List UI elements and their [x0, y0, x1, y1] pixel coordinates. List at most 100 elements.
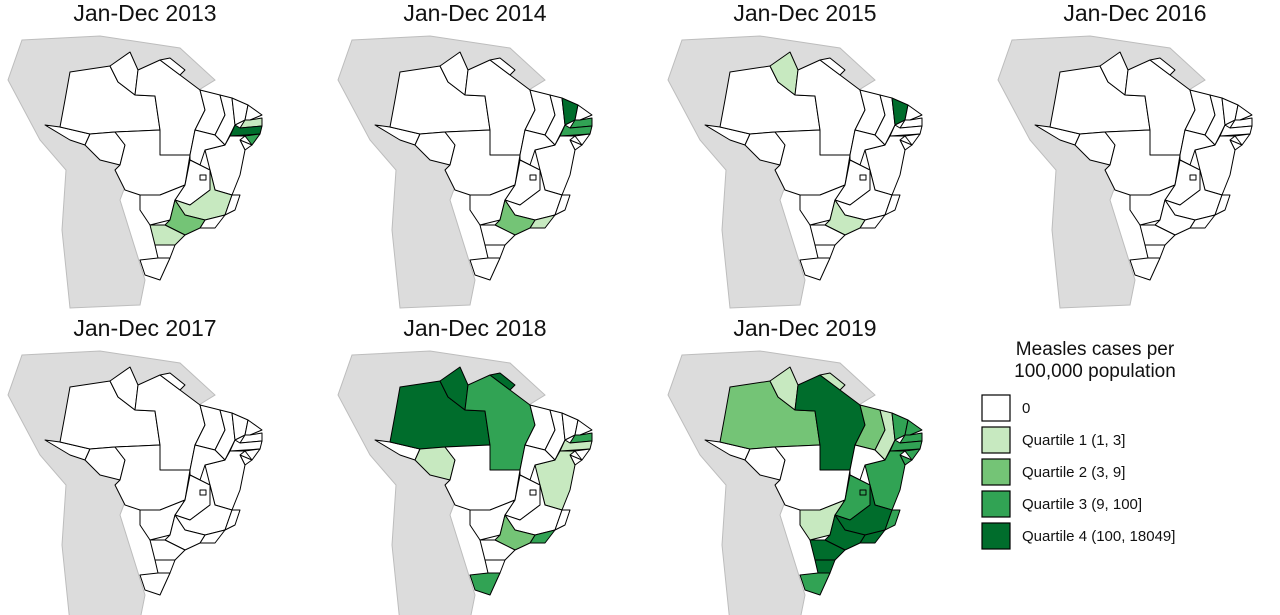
state	[799, 572, 831, 596]
map-panel: Jan-Dec 2014	[337, 0, 593, 309]
map-panel: Jan-Dec 2018	[337, 315, 593, 615]
state	[1149, 57, 1176, 76]
state	[149, 224, 186, 246]
state	[904, 133, 921, 146]
state	[809, 224, 846, 246]
state	[864, 135, 906, 196]
state	[864, 450, 906, 511]
state	[859, 174, 867, 181]
state	[519, 129, 556, 166]
legend-title: 100,000 population	[1014, 361, 1176, 382]
state	[819, 57, 846, 76]
state	[1234, 133, 1251, 146]
state	[154, 244, 176, 259]
legend-swatch	[981, 394, 1011, 422]
state	[139, 572, 171, 596]
panel-title: Jan-Dec 2013	[73, 0, 216, 26]
state	[479, 224, 516, 246]
state	[199, 489, 207, 496]
map-panel: Jan-Dec 2019	[667, 315, 923, 615]
state	[149, 539, 186, 561]
legend-title: Measles cases per	[1016, 339, 1175, 360]
state	[859, 489, 867, 496]
state	[204, 135, 246, 196]
state	[534, 450, 576, 511]
state	[884, 194, 901, 216]
state	[529, 489, 537, 496]
state	[494, 199, 536, 236]
state	[1129, 257, 1161, 281]
state	[159, 372, 186, 391]
state	[244, 104, 263, 121]
state	[569, 117, 593, 129]
state	[159, 57, 186, 76]
state	[814, 559, 836, 574]
state	[534, 135, 576, 196]
panel-title: Jan-Dec 2017	[73, 315, 216, 341]
state	[574, 419, 593, 436]
state	[469, 184, 516, 226]
state	[224, 194, 241, 216]
state	[1194, 135, 1236, 196]
state	[889, 124, 923, 137]
map-panel: Jan-Dec 2016	[997, 0, 1253, 309]
state	[244, 448, 261, 461]
state	[889, 439, 923, 452]
state	[139, 257, 171, 281]
panel-title: Jan-Dec 2019	[733, 315, 876, 341]
state	[809, 539, 846, 561]
panel-title: Jan-Dec 2014	[403, 0, 546, 26]
state	[899, 432, 923, 444]
state	[904, 419, 923, 436]
legend-label: Quartile 4 (100, 18049]	[1022, 528, 1175, 545]
legend-label: Quartile 2 (3, 9]	[1022, 464, 1125, 481]
state	[1234, 104, 1253, 121]
state	[574, 133, 591, 146]
state	[229, 439, 263, 452]
state	[849, 444, 886, 481]
state	[904, 448, 921, 461]
legend-label: 0	[1022, 400, 1030, 417]
state	[489, 57, 516, 76]
panel-title: Jan-Dec 2015	[733, 0, 876, 26]
state	[469, 572, 501, 596]
state	[1219, 124, 1253, 137]
state	[224, 509, 241, 531]
state	[824, 514, 866, 551]
state	[519, 444, 556, 481]
state	[799, 184, 846, 226]
state	[799, 499, 846, 541]
state	[489, 372, 516, 391]
legend-swatch	[981, 458, 1011, 486]
state	[199, 174, 207, 181]
state	[139, 499, 186, 541]
state	[814, 244, 836, 259]
state	[189, 129, 226, 166]
state	[484, 244, 506, 259]
state	[1154, 199, 1196, 236]
state	[484, 559, 506, 574]
legend-label: Quartile 1 (1, 3]	[1022, 432, 1125, 449]
panel-title: Jan-Dec 2016	[1063, 0, 1206, 26]
state	[189, 444, 226, 481]
state	[244, 419, 263, 436]
state	[229, 124, 263, 137]
state	[1229, 117, 1253, 129]
state	[164, 199, 206, 236]
legend-label: Quartile 3 (9, 100]	[1022, 496, 1142, 513]
state	[574, 448, 591, 461]
map-panel: Jan-Dec 2013	[7, 0, 263, 309]
state	[899, 117, 923, 129]
state	[574, 104, 593, 121]
state	[1139, 224, 1176, 246]
state	[554, 194, 571, 216]
legend-swatch	[981, 490, 1011, 518]
state	[1144, 244, 1166, 259]
state	[494, 514, 536, 551]
state	[1129, 184, 1176, 226]
state	[479, 539, 516, 561]
state	[849, 129, 886, 166]
state	[139, 184, 186, 226]
state	[154, 559, 176, 574]
state	[204, 450, 246, 511]
